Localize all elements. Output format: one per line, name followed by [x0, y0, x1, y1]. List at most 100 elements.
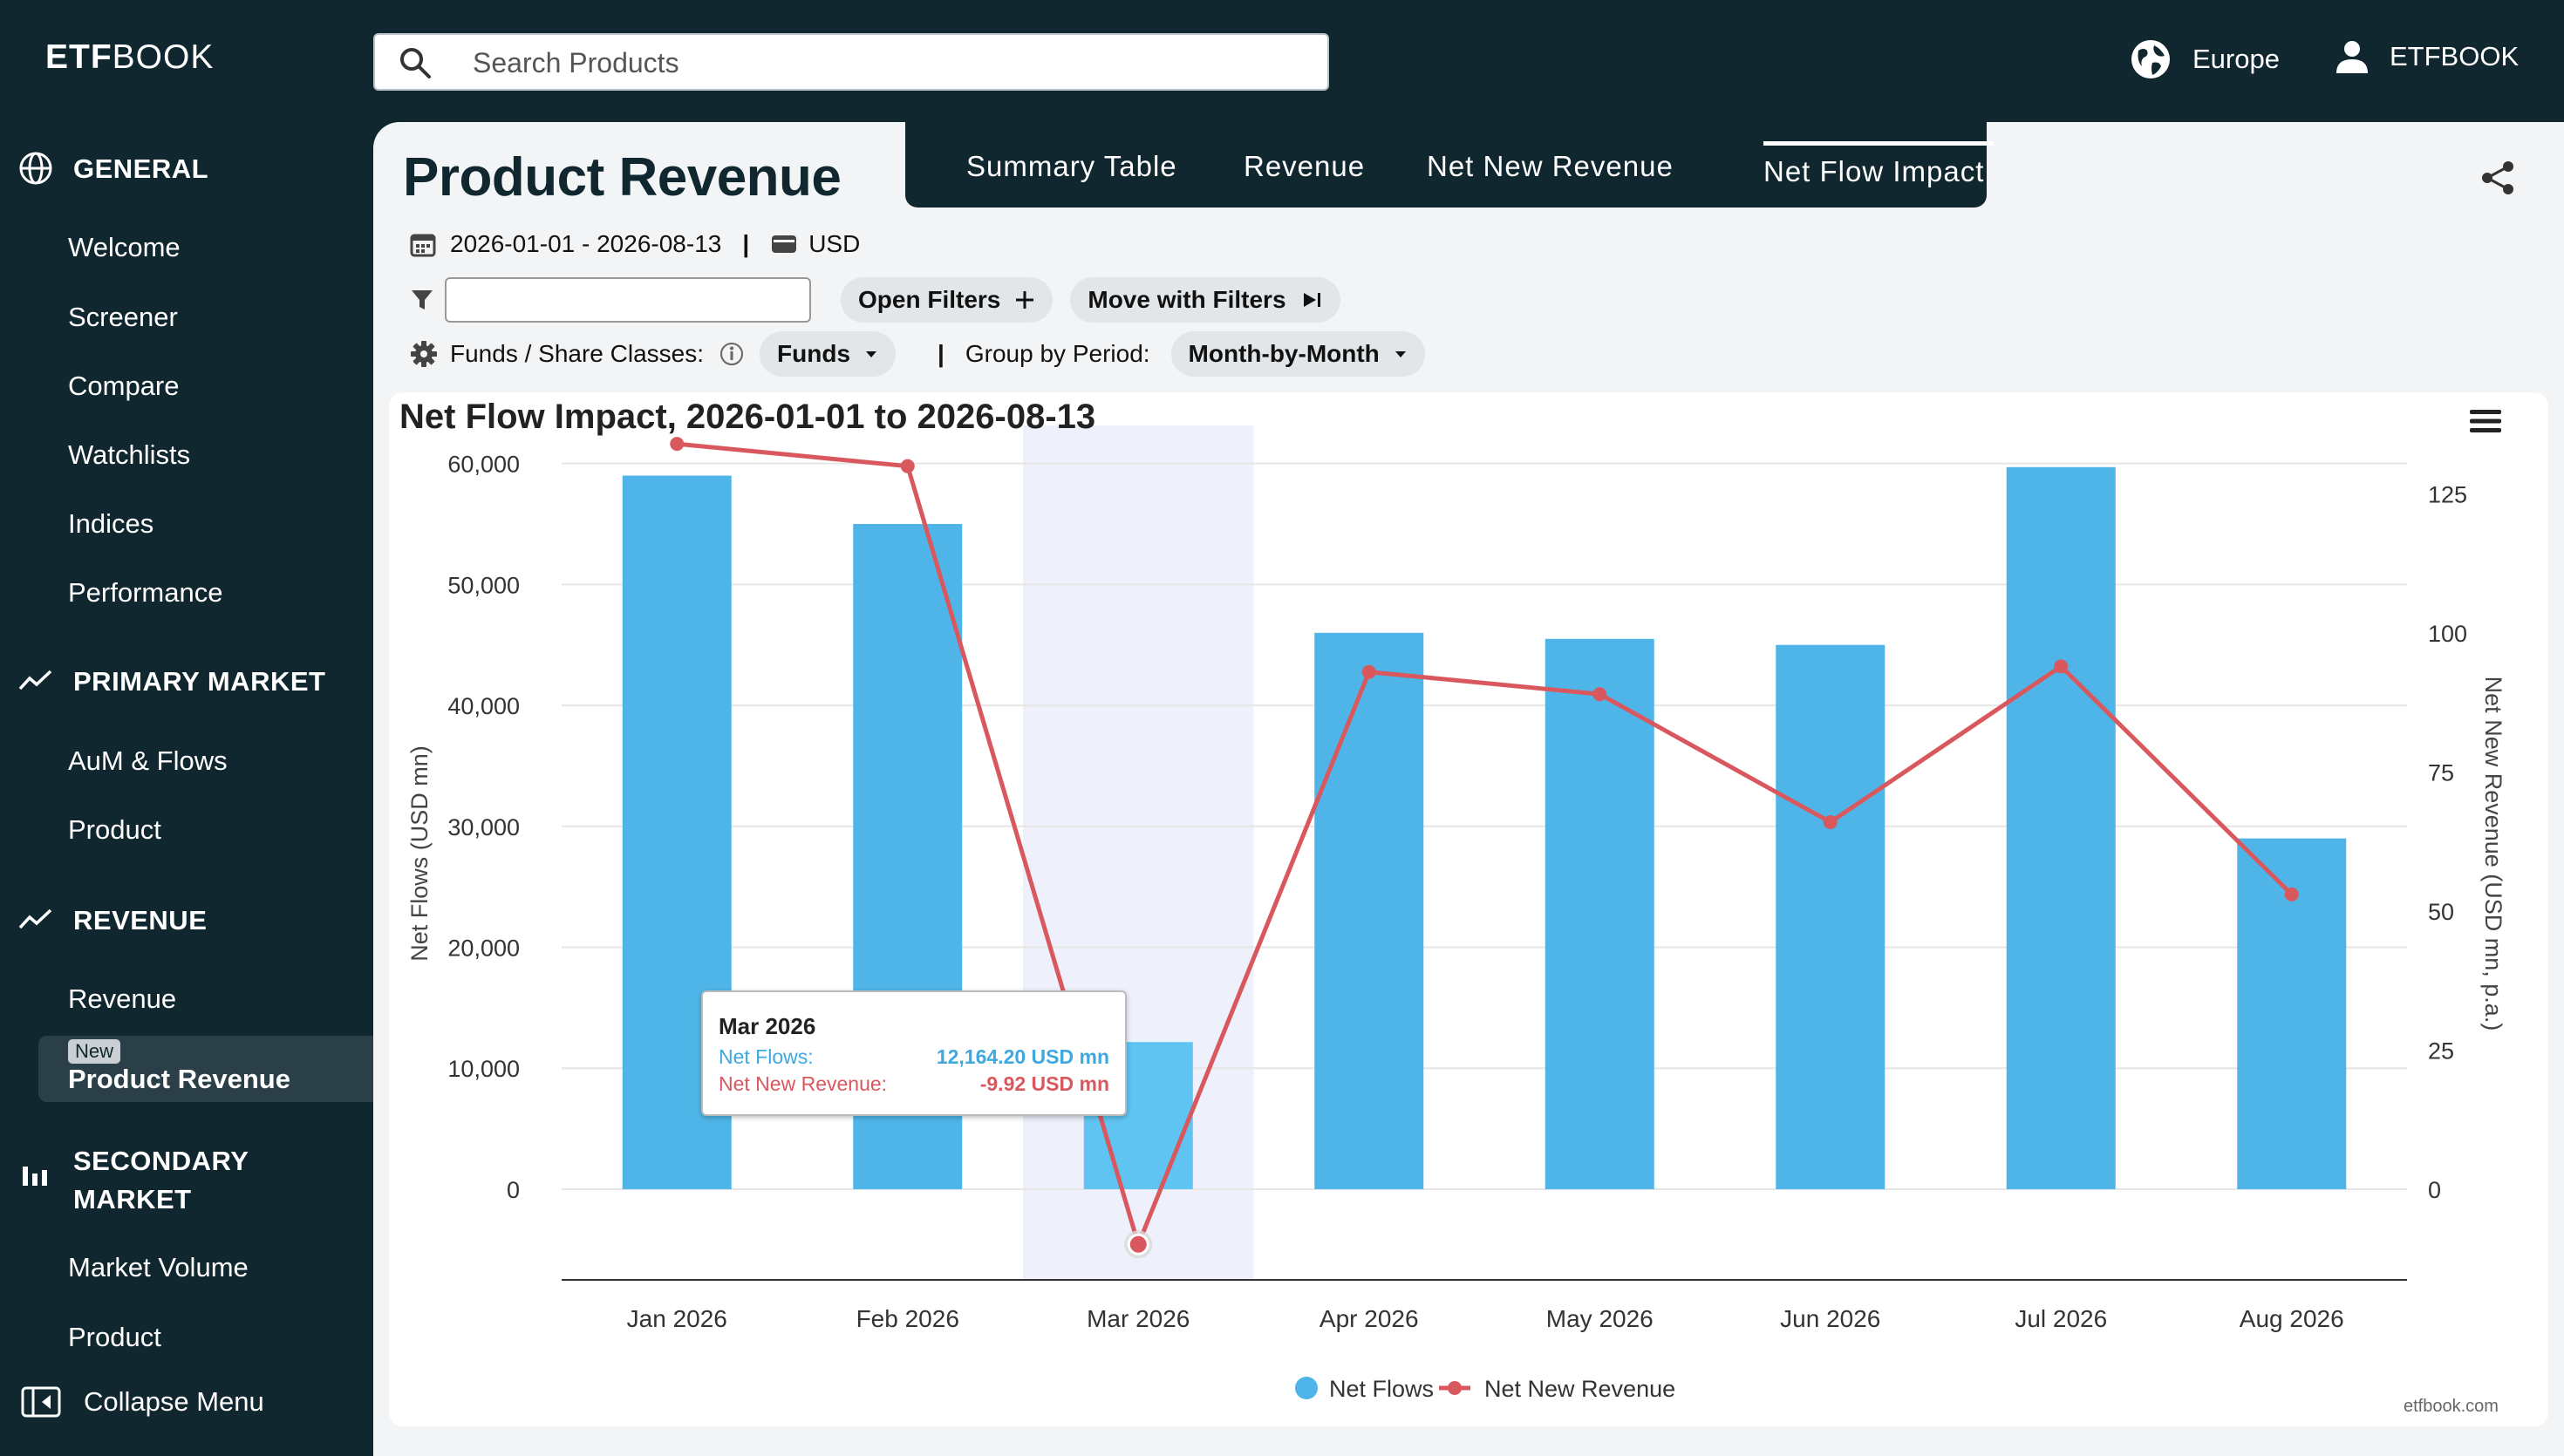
chart-card: 0 10,000 20,000 30,000 40,000 50,000 60,000 0 25…: [389, 392, 2548, 1426]
point-net-new-revenue: [1127, 1233, 1149, 1255]
sidebar-item-product-revenue-label: Product Revenue: [68, 1064, 290, 1094]
trend-icon: [18, 908, 52, 929]
tab-net-new-revenue[interactable]: Net New Revenue: [1427, 150, 1674, 182]
date-currency-row: 2026-01-01 - 2026-08-13 | USD: [410, 230, 860, 258]
user-menu[interactable]: ETFBOOK: [2334, 38, 2519, 75]
user-label: ETFBOOK: [2390, 41, 2520, 71]
group-by-dropdown[interactable]: Month-by-Month: [1170, 331, 1425, 377]
collapse-icon: [21, 1386, 61, 1418]
chart-credit[interactable]: etfbook.com: [2404, 1397, 2499, 1416]
tab-summary-table[interactable]: Summary Table: [966, 150, 1177, 182]
x-tick-label: Jan 2026: [627, 1305, 727, 1332]
point-net-new-revenue: [2054, 659, 2069, 674]
filter-icon: [412, 290, 433, 310]
user-icon: [2336, 41, 2368, 73]
filter-row: Open Filters Move with Filters: [410, 277, 1340, 323]
x-tick-label: Apr 2026: [1320, 1305, 1419, 1332]
y2-tick-label: 75: [2428, 760, 2454, 786]
sidebar-item-indices[interactable]: Indices: [68, 508, 154, 539]
line-net-new-revenue: [677, 441, 2294, 1251]
search-box[interactable]: [373, 33, 1329, 91]
bar-net-flows: [2006, 466, 2116, 1189]
info-icon[interactable]: [719, 342, 744, 366]
bar-chart-icon: [23, 1167, 47, 1186]
trend-icon: [18, 670, 52, 691]
point-net-new-revenue: [1592, 687, 1607, 702]
filter-input[interactable]: [445, 277, 811, 323]
share-icon[interactable]: [2479, 159, 2517, 197]
globe-icon: [19, 152, 52, 185]
collapse-menu-button[interactable]: Collapse Menu: [21, 1386, 264, 1418]
chart-tooltip: Mar 2026 Net Flows: 12,164.20 USD mn Net…: [701, 990, 1127, 1116]
skip-forward-icon: [1303, 293, 1320, 307]
y-tick-label: 0: [507, 1177, 520, 1203]
y-tick-label: 40,000: [447, 693, 520, 719]
tooltip-title: Mar 2026: [719, 1013, 816, 1039]
top-bar: ETFBOOK Europe ETFBOOK: [0, 0, 2564, 122]
sidebar-item-watchlists[interactable]: Watchlists: [68, 439, 191, 470]
sidebar-section-revenue: REVENUE: [17, 905, 207, 938]
hamburger-menu-icon[interactable]: [2468, 406, 2503, 436]
chevron-down-icon: [866, 351, 877, 357]
y-tick-label: 50,000: [447, 572, 520, 598]
move-with-filters-button[interactable]: Move with Filters: [1070, 277, 1340, 323]
sidebar-section-primary-market: PRIMARY MARKET: [17, 666, 325, 699]
tooltip-net-new-revenue-label: Net New Revenue:: [719, 1072, 888, 1095]
y2-tick-label: 0: [2428, 1177, 2441, 1203]
tooltip-net-new-revenue-value: -9.92 USD mn: [979, 1072, 1109, 1095]
sidebar-section-general: GENERAL: [17, 152, 208, 187]
y-axis-title: Net Flows (USD mn): [406, 745, 433, 962]
y-tick-label: 60,000: [447, 452, 520, 478]
sidebar-item-product[interactable]: Product: [68, 814, 161, 845]
tab-net-flow-impact[interactable]: Net Flow Impact: [1763, 155, 1985, 187]
sidebar-item-welcome[interactable]: Welcome: [68, 232, 181, 262]
legend-label-net-new-revenue: Net New Revenue: [1484, 1376, 1675, 1402]
wallet-icon: [772, 235, 797, 253]
separator: |: [742, 230, 750, 257]
bar-net-flows: [1545, 638, 1654, 1189]
y2-tick-label: 25: [2428, 1038, 2454, 1065]
date-range[interactable]: 2026-01-01 - 2026-08-13: [450, 230, 722, 257]
region-selector[interactable]: Europe: [2130, 38, 2280, 80]
region-label: Europe: [2192, 44, 2280, 74]
legend-marker-net-flows: [1295, 1377, 1318, 1399]
currency-label[interactable]: USD: [808, 230, 861, 257]
sidebar-item-performance[interactable]: Performance: [68, 577, 223, 608]
main-content: Product Revenue Summary Table Revenue Ne…: [373, 122, 2564, 1456]
y2-tick-label: 125: [2428, 482, 2467, 508]
tab-bar: Summary Table Revenue Net New Revenue Ne…: [905, 122, 1994, 208]
search-input[interactable]: [471, 42, 1259, 84]
x-tick-label: Aug 2026: [2240, 1305, 2344, 1332]
etfbook-logo[interactable]: ETFBOOK: [45, 38, 215, 76]
x-tick-label: Jun 2026: [1780, 1305, 1880, 1332]
sidebar-section-secondary-market: SECONDARY MARKET: [17, 1142, 249, 1219]
sidebar-item-compare[interactable]: Compare: [68, 371, 180, 401]
separator: |: [938, 340, 944, 367]
grouping-row: Funds / Share Classes: Funds | Group by …: [410, 331, 1425, 377]
legend-marker-net-new-revenue: [1448, 1381, 1462, 1395]
group-by-label: Group by Period:: [965, 340, 1150, 367]
sidebar-item-screener[interactable]: Screener: [68, 302, 178, 332]
y-tick-label: 30,000: [447, 814, 520, 840]
page-title: Product Revenue: [403, 147, 842, 208]
gear-icon: [411, 341, 437, 367]
funds-dropdown[interactable]: Funds: [760, 331, 897, 377]
x-tick-label: Mar 2026: [1087, 1305, 1190, 1332]
globe-icon: [2131, 40, 2170, 78]
chevron-down-icon: [1395, 351, 1406, 357]
y2-tick-label: 100: [2428, 621, 2467, 647]
sidebar-item-market-volume[interactable]: Market Volume: [68, 1252, 249, 1283]
plus-icon: [1016, 291, 1034, 309]
tooltip-net-flows-value: 12,164.20 USD mn: [936, 1045, 1109, 1068]
point-net-new-revenue: [900, 459, 915, 473]
tab-revenue[interactable]: Revenue: [1244, 150, 1366, 182]
sidebar-item-revenue[interactable]: Revenue: [68, 983, 177, 1014]
open-filters-button[interactable]: Open Filters: [841, 277, 1054, 323]
chart-title: Net Flow Impact, 2026-01-01 to 2026-08-1…: [399, 398, 1096, 436]
point-net-new-revenue: [670, 437, 685, 452]
sidebar-item-secondary-product[interactable]: Product: [68, 1322, 161, 1352]
search-icon: [400, 48, 431, 78]
y-tick-label: 10,000: [447, 1056, 520, 1082]
sidebar-item-aum-flows[interactable]: AuM & Flows: [68, 745, 228, 776]
point-net-new-revenue: [1361, 664, 1376, 679]
